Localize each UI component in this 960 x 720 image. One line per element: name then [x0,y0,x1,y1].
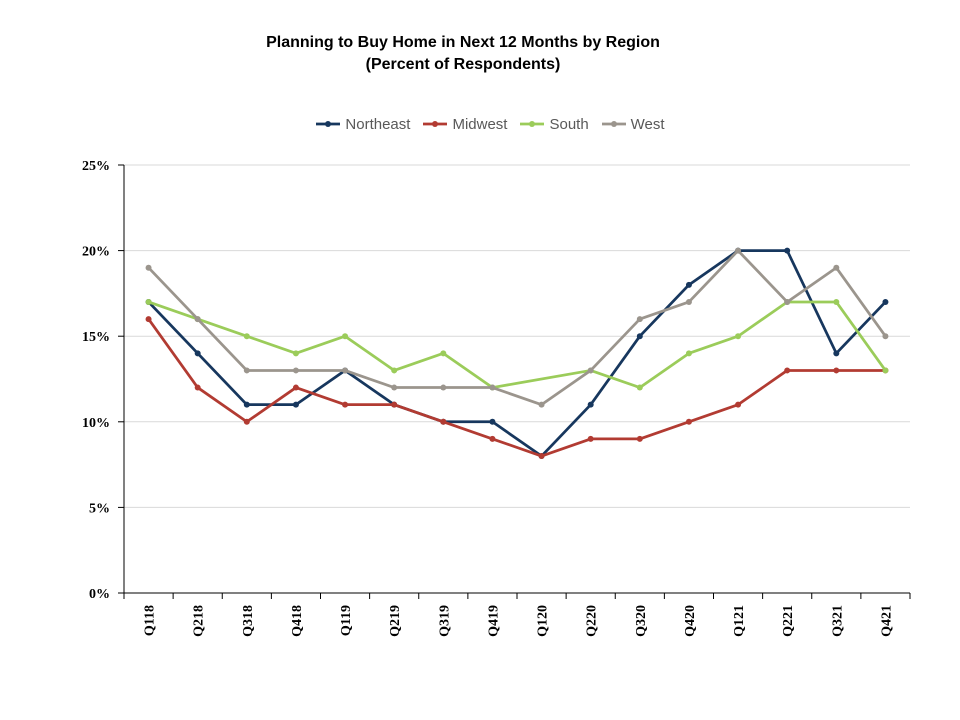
data-point-midwest [243,418,250,425]
data-point-northeast [194,350,201,357]
data-point-south [145,298,152,305]
series-line-west [147,249,887,407]
data-point-midwest [342,401,349,408]
legend-item-midwest: Midwest [422,115,507,133]
y-tick-label: 25% [82,159,110,174]
data-point-midwest [489,435,496,442]
data-point-west [587,367,594,374]
x-tick-label: Q120 [536,605,551,637]
data-point-west [735,247,742,254]
x-tick-label: Q419 [486,605,501,637]
data-point-west [194,316,201,323]
legend-label: South [549,115,589,133]
data-point-west [292,367,299,374]
legend-item-northeast: Northeast [315,115,410,133]
x-tick-label: Q321 [830,605,845,637]
data-point-midwest [145,316,152,323]
data-point-west [784,298,791,305]
data-point-midwest [587,435,594,442]
x-tick-label: Q220 [585,605,600,637]
data-point-northeast [685,281,692,288]
x-tick-label: Q320 [634,605,649,637]
chart-title: Planning to Buy Home in Next 12 Months b… [266,34,660,51]
data-point-west [538,401,545,408]
data-point-midwest [685,418,692,425]
x-tick-label: Q218 [192,605,207,637]
data-point-south [243,333,250,340]
x-tick-label: Q118 [143,605,158,636]
data-point-northeast [292,401,299,408]
data-point-west [342,367,349,374]
legend-swatch [520,121,545,127]
data-point-west [243,367,250,374]
data-point-northeast [636,333,643,340]
series-west [145,247,889,408]
data-point-south [342,333,349,340]
series-line-midwest [147,318,886,458]
legend-swatch [423,121,448,127]
y-tick-label: 10% [82,416,110,431]
y-tick-label: 15% [82,330,110,345]
data-point-midwest [636,435,643,442]
data-point-south [882,367,889,374]
data-point-west [636,316,643,323]
data-point-west [145,264,152,271]
x-tick-label: Q420 [683,605,698,637]
data-point-northeast [833,350,840,357]
data-point-midwest [194,384,201,391]
legend-swatch [601,121,626,127]
data-point-west [882,333,889,340]
data-point-midwest [538,453,545,460]
legend-label: Northeast [345,115,411,133]
data-point-south [636,384,643,391]
data-point-south [685,350,692,357]
y-tick-label: 20% [82,245,110,260]
data-point-south [391,367,398,374]
data-point-midwest [391,401,398,408]
x-tick-label: Q119 [339,605,354,636]
data-point-northeast [784,247,791,254]
legend-item-south: South [519,115,589,133]
data-point-west [391,384,398,391]
data-point-midwest [735,401,742,408]
data-point-west [489,384,496,391]
data-point-west [685,298,692,305]
y-tick-label: 0% [89,587,110,602]
x-tick-label: Q221 [781,605,796,637]
data-point-south [735,333,742,340]
series-line-northeast [147,249,887,458]
legend-label: West [630,115,665,133]
data-point-midwest [784,367,791,374]
legend-item-west: West [601,115,665,133]
data-point-northeast [587,401,594,408]
x-tick-label: Q318 [241,605,256,637]
data-point-south [292,350,299,357]
chart-subtitle: (Percent of Respondents) [365,56,561,73]
data-point-midwest [440,418,447,425]
x-tick-label: Q121 [732,605,747,637]
data-point-midwest [833,367,840,374]
y-tick-label: 5% [89,501,110,516]
series-northeast [145,247,889,460]
x-tick-label: Q421 [879,605,894,637]
legend-label: Midwest [452,115,508,133]
chart-title-block: Planning to Buy Home in Next 12 Months b… [0,32,926,76]
x-tick-label: Q319 [437,605,452,637]
x-tick-label: Q219 [388,605,403,637]
data-point-northeast [243,401,250,408]
data-point-midwest [292,384,299,391]
series-line-south [148,300,887,389]
data-point-west [440,384,447,391]
legend: Northeast Midwest South West [0,115,960,133]
legend-swatch [316,121,341,127]
x-tick-label: Q418 [290,605,305,637]
data-point-northeast [882,298,889,305]
data-point-south [440,350,447,357]
data-point-northeast [489,418,496,425]
data-point-south [833,298,840,305]
data-point-west [833,264,840,271]
